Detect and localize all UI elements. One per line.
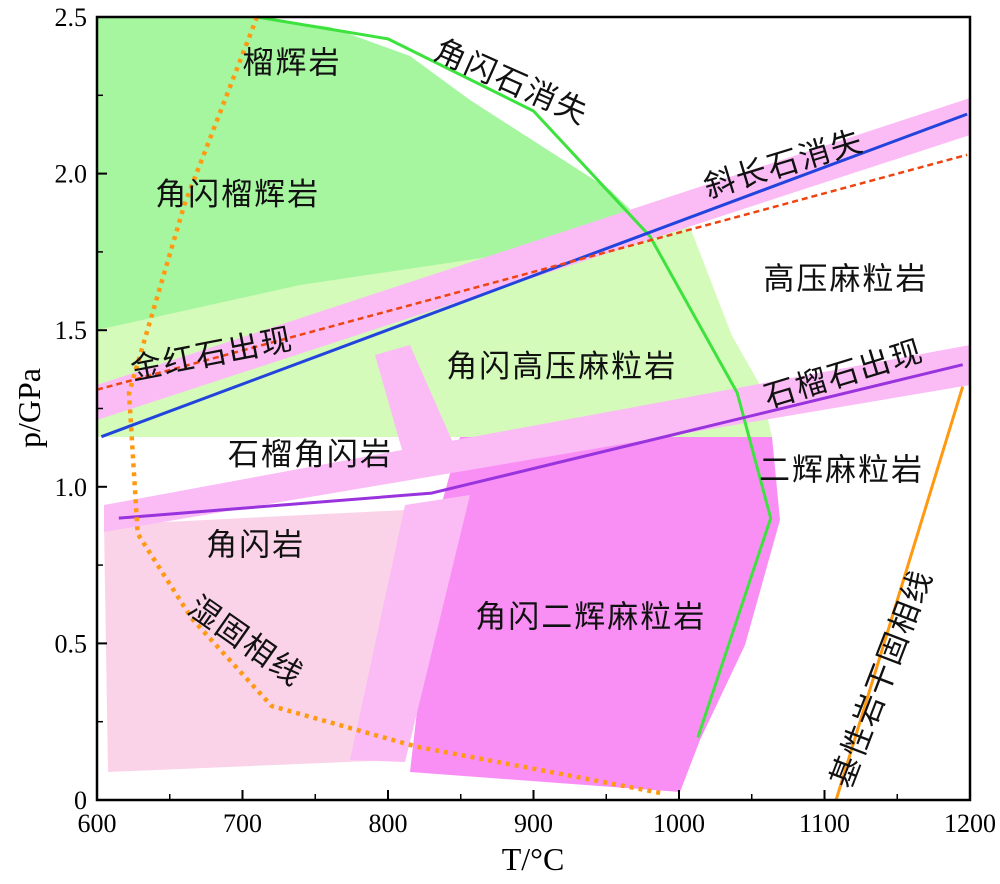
plagioclase-out-band [97,98,970,420]
region-label-6: 二辉麻粒岩 [759,453,924,489]
line-label-6: 基性岩干固相线 [824,564,940,793]
vertical-transition-band-lower [350,495,470,762]
y-tick-label: 2.0 [55,160,88,189]
x-tick-label: 600 [78,809,117,838]
y-tick-label: 1.5 [55,316,88,345]
x-tick-label: 1100 [799,809,850,838]
boundary-lines [96,15,968,801]
y-tick-label: 1.0 [55,473,88,502]
region-label-2: 角闪榴辉岩 [155,177,320,213]
region-amphibole-high-pressure-granulite-fill [97,227,772,437]
axis-ticks: 600 700 800 900 1000 1100 1200 0 0.5 1.0 1.5 2.0 2.5 [55,3,997,838]
region-amphibolite-fill [104,510,405,772]
region-label-3: 高压麻粒岩 [763,262,928,298]
boundary-line-1 [256,15,773,738]
region-label-7: 角闪岩 [206,528,305,564]
x-tick-label: 700 [223,809,262,838]
x-tick-label: 1200 [944,809,996,838]
y-tick-label: 0.5 [55,629,88,658]
x-tick-label: 900 [514,809,553,838]
vertical-transition-band-upper [375,345,465,478]
y-axis-title: p/GPa [11,368,47,448]
boundary-line-2 [100,112,968,439]
boundary-line-3 [96,153,968,391]
region-label-8: 角闪二辉麻粒岩 [475,600,706,636]
region-amphibole-pyroxene-granulite-fill [410,437,780,792]
region-label-5: 石榴角闪岩 [228,437,393,473]
garnet-in-band [104,345,970,532]
x-tick-label: 1000 [653,809,705,838]
boundary-line-4 [118,363,964,520]
boundary-line-6 [834,386,965,801]
x-tick-label: 800 [369,809,408,838]
region-label-4: 角闪高压麻粒岩 [446,349,677,385]
y-tick-label: 2.5 [55,3,88,32]
y-tick-label: 0 [74,786,87,815]
x-axis-title: T/°C [502,841,565,877]
region-label-1: 榴辉岩 [243,45,342,81]
